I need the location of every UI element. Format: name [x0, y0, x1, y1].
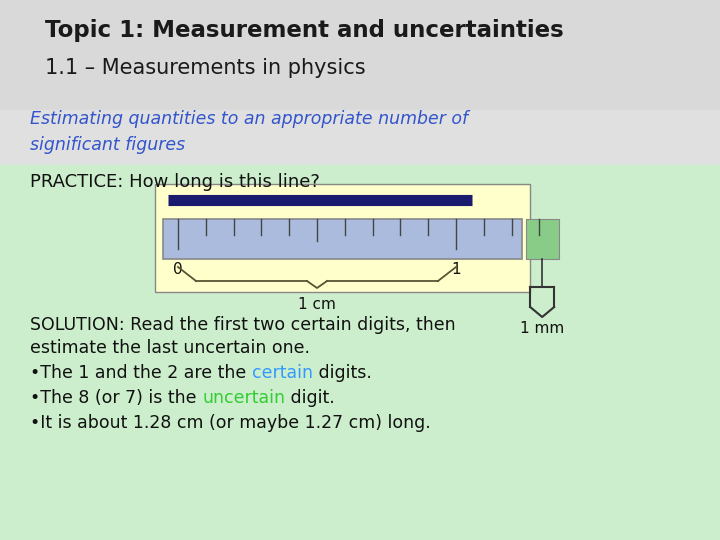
Text: 1 mm: 1 mm: [520, 321, 564, 336]
Text: 1: 1: [451, 262, 461, 277]
Text: digits.: digits.: [312, 364, 372, 382]
Text: •The 8 (or 7) is the: •The 8 (or 7) is the: [30, 389, 202, 407]
Text: uncertain: uncertain: [202, 389, 285, 407]
Bar: [155, 184, 530, 292]
Text: Estimating quantities to an appropriate number of
significant figures: Estimating quantities to an appropriate …: [30, 111, 468, 153]
Text: 1 cm: 1 cm: [298, 297, 336, 312]
Text: digit.: digit.: [285, 389, 335, 407]
Text: 0: 0: [174, 262, 183, 277]
Text: •The 1 and the 2 are the: •The 1 and the 2 are the: [30, 364, 252, 382]
Text: Topic 1: Measurement and uncertainties: Topic 1: Measurement and uncertainties: [45, 18, 564, 42]
Text: •It is about 1.28 cm (or maybe 1.27 cm) long.: •It is about 1.28 cm (or maybe 1.27 cm) …: [30, 414, 431, 432]
Text: SOLUTION: Read the first two certain digits, then: SOLUTION: Read the first two certain dig…: [30, 316, 456, 334]
Bar: [0, 110, 720, 165]
Text: estimate the last uncertain one.: estimate the last uncertain one.: [30, 339, 310, 357]
Text: PRACTICE: How long is this line?: PRACTICE: How long is this line?: [30, 173, 320, 191]
Text: certain: certain: [252, 364, 312, 382]
Bar: [163, 219, 522, 259]
Bar: [0, 165, 720, 540]
Bar: [526, 219, 559, 259]
Bar: [0, 0, 720, 110]
Text: 1.1 – Measurements in physics: 1.1 – Measurements in physics: [45, 58, 366, 78]
